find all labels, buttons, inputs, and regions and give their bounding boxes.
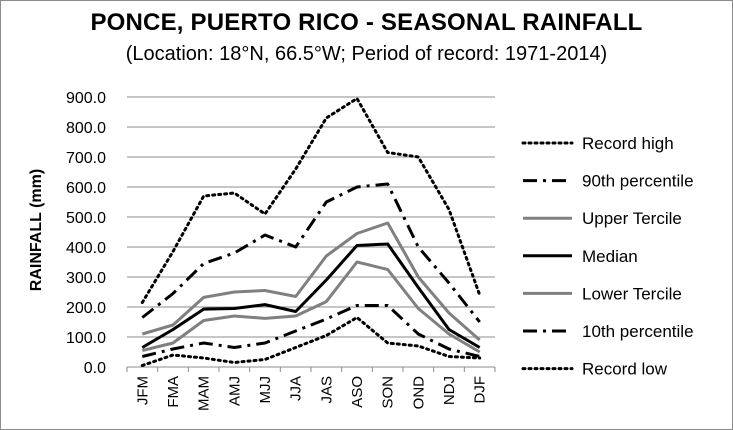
x-tick-label: MAM — [196, 376, 213, 411]
series-line-lower-tercile — [141, 260, 481, 354]
series-line-record-low — [140, 316, 482, 367]
legend-item: Median — [523, 247, 638, 266]
legend-label: 10th percentile — [582, 322, 694, 341]
y-tick-label: 300.0 — [66, 270, 106, 287]
chart-subtitle: (Location: 18°N, 66.5°W; Period of recor… — [125, 43, 608, 65]
legend-item: Lower Tercile — [523, 284, 682, 303]
legend-label: Upper Tercile — [582, 209, 682, 228]
series-line-record-high — [140, 97, 482, 304]
legend-item: Upper Tercile — [523, 209, 682, 228]
axes — [126, 366, 496, 372]
x-tick-label: FMA — [165, 376, 182, 408]
legend-label: Lower Tercile — [582, 284, 682, 303]
x-tick-label: AMJ — [226, 376, 243, 406]
y-tick-label: 900.0 — [66, 90, 106, 107]
x-tick-label: OND — [410, 376, 427, 410]
legend-item: 10th percentile — [523, 322, 694, 341]
y-tick-label: 500.0 — [66, 210, 106, 227]
y-tick-label: 100.0 — [66, 330, 106, 347]
y-tick-label: 200.0 — [66, 300, 106, 317]
x-tick-label: MJJ — [257, 376, 274, 404]
x-tick-label: DJF — [472, 376, 489, 404]
x-tick-label: JJA — [288, 376, 305, 401]
series-line-10th-percentile — [141, 304, 481, 358]
legend-item: Record low — [521, 360, 668, 379]
legend-label: Record high — [582, 134, 674, 153]
legend-item: Record high — [521, 134, 674, 153]
series-line-median — [141, 242, 481, 349]
legend-label: Median — [582, 247, 638, 266]
y-tick-label: 0.0 — [84, 360, 106, 377]
series-line-90th-percentile — [141, 182, 481, 323]
legend-item: 90th percentile — [523, 172, 694, 191]
y-tick-label: 600.0 — [66, 180, 106, 197]
legend-label: Record low — [582, 360, 668, 379]
series-lines — [140, 97, 482, 367]
x-tick-label: SON — [380, 376, 397, 409]
y-tick-label: 800.0 — [66, 120, 106, 137]
legend-label: 90th percentile — [582, 172, 694, 191]
gridlines — [127, 96, 495, 338]
x-tick-labels: JFM FMA MAM AMJ MJJ JJA JAS ASO SON OND NDJ DJF — [134, 376, 488, 411]
y-tick-labels: 0.0 100.0 200.0 300.0 400.0 500.0 600.0 700.0 80… — [66, 90, 106, 377]
x-tick-label: JFM — [134, 376, 151, 405]
x-tick-label: NDJ — [441, 376, 458, 405]
y-tick-label: 400.0 — [66, 240, 106, 257]
x-tick-label: JAS — [318, 376, 335, 404]
chart-title: PONCE, PUERTO RICO - SEASONAL RAINFALL — [90, 9, 643, 36]
y-tick-label: 700.0 — [66, 150, 106, 167]
series-line-upper-tercile — [141, 221, 481, 342]
legend: Record high 90th percentile Upper Tercile M… — [521, 134, 694, 379]
x-tick-label: ASO — [349, 376, 366, 408]
